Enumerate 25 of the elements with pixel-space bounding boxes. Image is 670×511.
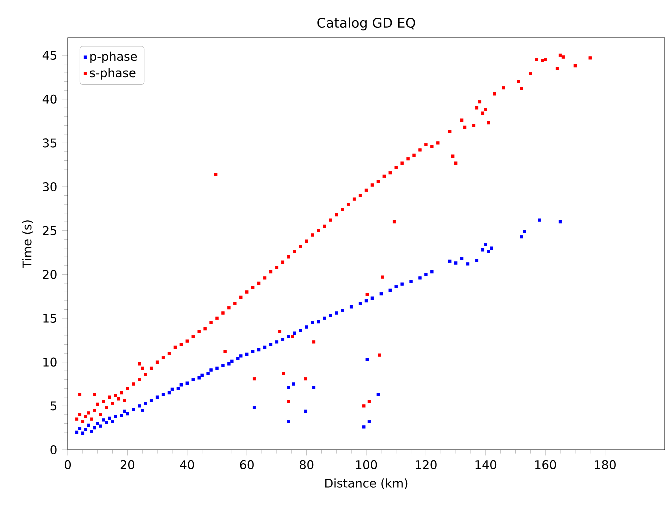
y-tick-label: 30 <box>43 182 57 192</box>
y-tick-label: 25 <box>43 226 57 236</box>
x-tick-label: 120 <box>416 460 437 470</box>
x-tick-label: 100 <box>356 460 378 470</box>
y-axis-title: Time (s) <box>22 220 34 268</box>
legend-label: p-phase <box>90 52 138 64</box>
x-tick-label: 60 <box>240 460 254 470</box>
x-tick-label: 80 <box>300 460 314 470</box>
x-tick-label: 0 <box>64 460 72 470</box>
y-tick-label: 35 <box>43 138 57 148</box>
y-tick-label: 45 <box>42 51 57 60</box>
x-tick-label: 20 <box>120 460 135 470</box>
x-tick-label: 140 <box>476 460 497 470</box>
x-tick-label: 180 <box>595 460 616 470</box>
y-tick-label: 40 <box>42 94 57 104</box>
y-tick-label: 10 <box>44 358 57 367</box>
x-axis-title: Distance (km) <box>326 478 408 490</box>
y-tick-label: 20 <box>43 270 57 280</box>
y-tick-label: 0 <box>50 445 57 455</box>
chart-title: Catalog GD EQ <box>318 18 416 31</box>
x-tick-label: 160 <box>535 460 556 470</box>
x-tick-label: 40 <box>180 460 194 470</box>
legend-label: s-phase <box>90 68 136 80</box>
y-tick-label: 5 <box>50 402 57 411</box>
y-tick-label: 15 <box>44 314 57 323</box>
